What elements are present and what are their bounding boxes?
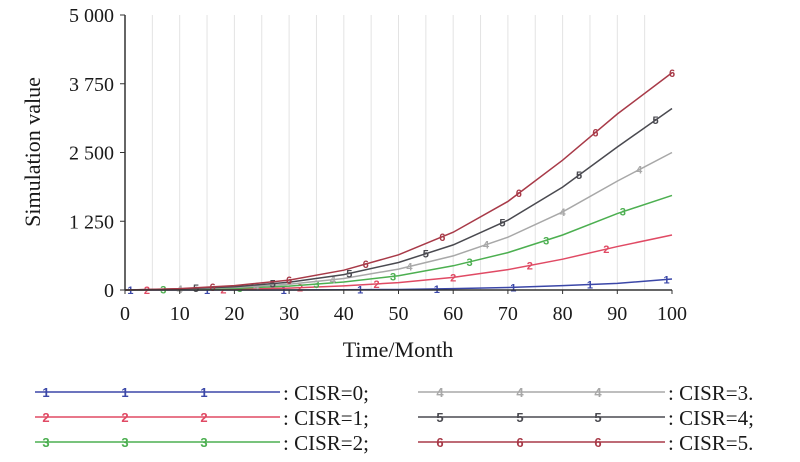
series-marker: 2 [450,272,456,284]
legend: 1 1 1 : CISR=0; 2 2 2 : CISR=1; 3 3 3 : CISR=2; 4 4 4:… [35,381,754,455]
series-marker: 5 [653,115,659,127]
legend-marker: 3 [121,435,128,450]
series-marker: 6 [209,282,215,294]
legend-label: : CISR=4; [668,406,754,430]
series-marker: 2 [527,260,533,272]
series-marker: 4 [253,281,260,293]
legend-label: : CISR=2; [283,431,369,455]
legend-marker: 1 [121,385,128,400]
series-marker: 4 [406,261,413,273]
x-tick-label: 50 [389,303,409,325]
legend-label: : CISR=1; [283,406,369,430]
series-marker: 4 [560,207,567,219]
x-tick-label: 70 [498,303,518,325]
legend-marker: 4 [436,385,444,400]
series-marker: 3 [543,235,549,247]
legend-marker: 6 [516,435,523,450]
y-tick-label: 3 750 [69,74,114,96]
y-tick-label: 5 000 [69,5,114,27]
series-marker: 5 [193,283,199,295]
legend-marker: 5 [436,410,443,425]
series-marker: 2 [374,279,380,291]
series-marker: 5 [423,249,429,261]
series-marker: 1 [663,274,669,286]
legend-marker: 2 [121,410,128,425]
series-marker: 6 [669,68,675,80]
x-tick-label: 80 [553,303,573,325]
series-marker: 5 [270,279,276,291]
series-marker: 1 [204,285,210,297]
x-tick-label: 10 [170,303,190,325]
legend-marker: 2 [42,410,49,425]
y-axis-title: Simulation value [20,77,45,227]
series-marker: 5 [576,170,582,182]
axes: 0 10 20 30 40 50 60 70 80 90 100 0 1 250 2 500 3 750 5 … [69,5,687,325]
legend-marker: 3 [200,435,207,450]
series-marker: 3 [467,257,473,269]
series-marker: 2 [297,283,303,295]
legend-marker: 4 [594,385,602,400]
legend-marker: 2 [200,410,207,425]
x-tick-label: 0 [120,303,130,325]
series-marker: 6 [516,188,522,200]
series-marker: 1 [127,285,133,297]
legend-marker: 1 [42,385,49,400]
series-marker: 5 [346,268,352,280]
series-marker: 6 [363,259,369,271]
legend-marker: 3 [42,435,49,450]
series-marker: 3 [620,207,626,219]
series-marker: 1 [510,282,516,294]
x-tick-label: 20 [224,303,244,325]
legend-marker: 6 [436,435,443,450]
legend-marker: 5 [516,410,523,425]
legend-marker: 6 [594,435,601,450]
series-marker: 6 [286,275,292,287]
series-marker: 6 [592,127,598,139]
series-marker: 4 [330,275,337,287]
series-marker: 1 [587,280,593,292]
series-marker: 6 [439,232,445,244]
legend-label: : CISR=5. [668,431,753,455]
y-tick-label: 0 [104,280,114,302]
y-tick-label: 2 500 [69,143,114,165]
x-axis-title: Time/Month [343,337,453,362]
series-marker: 3 [390,271,396,283]
series-marker: 2 [603,244,609,256]
x-tick-label: 30 [279,303,299,325]
series-line [124,107,673,291]
legend-label: : CISR=3. [668,381,753,405]
series-marker: 5 [499,218,505,230]
x-tick-label: 90 [607,303,627,325]
legend-marker: 5 [594,410,601,425]
series-marker: 3 [313,279,319,291]
series-marker: 4 [636,165,643,177]
series-line [124,72,673,291]
series-marker: 1 [281,285,287,297]
legend-marker: 4 [516,385,524,400]
y-tick-label: 1 250 [69,211,114,233]
x-tick-label: 40 [334,303,354,325]
series-marker: 4 [483,240,490,252]
x-tick-label: 60 [443,303,463,325]
x-tick-label: 100 [657,303,687,325]
series-marker: 3 [237,283,243,295]
legend-label: : CISR=0; [283,381,369,405]
series-marker: 2 [144,285,150,297]
legend-marker: 1 [200,385,207,400]
